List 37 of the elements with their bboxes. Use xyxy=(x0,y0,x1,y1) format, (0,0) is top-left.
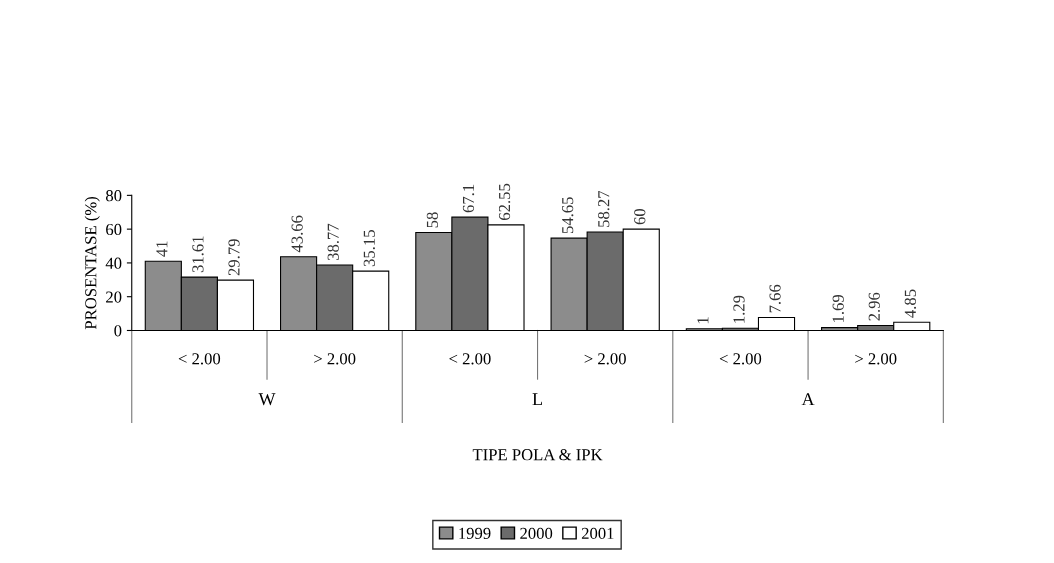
data-label: 7.66 xyxy=(769,284,781,313)
legend-label: 2001 xyxy=(581,527,614,539)
y-tick-label: 20 xyxy=(106,291,122,303)
text: W xyxy=(258,393,276,406)
data-label: 58 xyxy=(426,212,439,228)
text: TIPE POLA & IPK xyxy=(472,449,603,461)
x-tick-label: < 2.00 xyxy=(449,353,491,365)
data-label: 62.55 xyxy=(498,183,511,220)
y-tick-label: 0 xyxy=(114,325,122,337)
y-tick-label: 80 xyxy=(106,190,122,202)
y-tick-label: 60 xyxy=(106,223,122,236)
data-label: 58.27 xyxy=(598,190,610,227)
data-label: 60 xyxy=(634,208,646,225)
y-tick-label: 40 xyxy=(105,257,122,269)
data-label: 1 xyxy=(697,317,709,324)
data-label: 43.66 xyxy=(291,215,303,253)
x-tick-label: > 2.00 xyxy=(314,353,356,365)
data-label: 41 xyxy=(156,241,168,257)
x-tick-label: < 2.00 xyxy=(178,353,221,365)
data-label: 4.85 xyxy=(904,289,917,318)
text: A xyxy=(801,393,815,406)
x-tick-label: > 2.00 xyxy=(584,353,626,365)
data-label: 29.79 xyxy=(228,239,240,276)
data-label: 38.77 xyxy=(327,223,339,261)
data-label: 1.29 xyxy=(733,295,745,323)
data-label: 31.61 xyxy=(192,236,204,273)
data-label: 2.96 xyxy=(868,292,880,321)
data-label: 67.1 xyxy=(462,184,475,213)
x-tick-label: > 2.00 xyxy=(855,353,897,365)
text: L xyxy=(532,393,542,406)
data-label: 1.69 xyxy=(832,294,844,322)
x-tick-label: < 2.00 xyxy=(719,353,762,365)
legend-label: 1999 xyxy=(459,527,491,539)
data-label: 54.65 xyxy=(562,197,574,234)
data-label: 35.15 xyxy=(363,230,375,267)
y-axis-title: PROSENTASE (%) xyxy=(84,196,100,330)
legend-label: 2000 xyxy=(520,527,553,539)
